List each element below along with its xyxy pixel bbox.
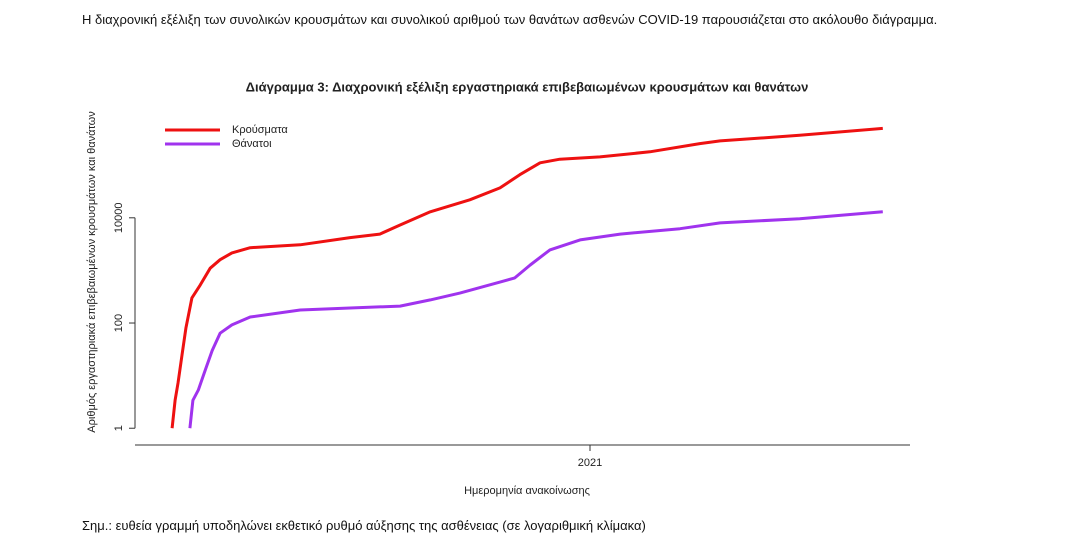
intro-text: Η διαχρονική εξέλιξη των συνολικών κρουσ… bbox=[82, 12, 938, 27]
data-line bbox=[170, 126, 883, 429]
x-tick-label: 2021 bbox=[578, 457, 602, 469]
legend-label: Κρούσματα bbox=[232, 124, 288, 136]
y-tick-label: 100 bbox=[113, 314, 125, 332]
y-tick-label: 1 bbox=[113, 425, 125, 431]
legend-label: Θάνατοι bbox=[232, 138, 272, 150]
chart: Διάγραμμα 3: Διαχρονική εξέλιξη εργαστηρ… bbox=[86, 79, 910, 497]
note: Σημ.: ευθεία γραμμή υποδηλώνει εκθετικό … bbox=[82, 518, 646, 533]
chart-title: Διάγραμμα 3: Διαχρονική εξέλιξη εργαστηρ… bbox=[246, 79, 809, 94]
data-line bbox=[188, 210, 883, 429]
y-tick-label: 10000 bbox=[113, 203, 125, 234]
x-axis-label: Ημερομηνία ανακοίνωσης bbox=[464, 485, 590, 497]
y-axis-label: Αριθμός εργαστηριακά επιβεβαιωμένων κρου… bbox=[86, 111, 98, 433]
